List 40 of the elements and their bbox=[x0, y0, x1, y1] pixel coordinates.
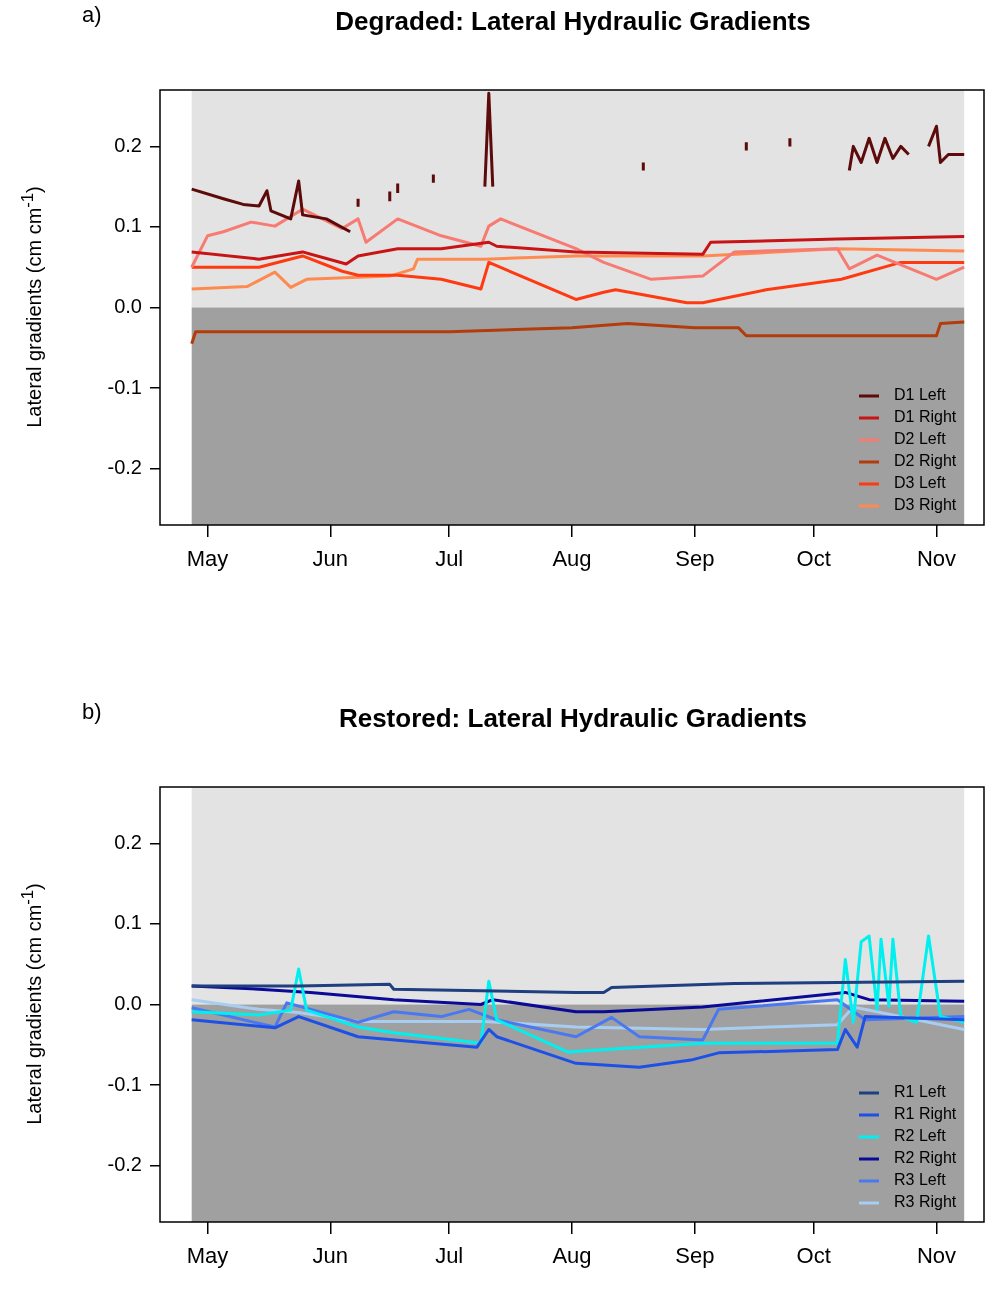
y-tick-label: 0.1 bbox=[114, 214, 142, 237]
legend-label: R2 Right bbox=[894, 1149, 957, 1167]
x-tick-label: Nov bbox=[916, 546, 957, 572]
legend-label: R1 Left bbox=[894, 1083, 947, 1101]
legend-label: D1 Left bbox=[894, 386, 947, 404]
legend-label: R3 Right bbox=[894, 1193, 957, 1211]
x-tick-label: Jul bbox=[435, 546, 464, 572]
legend-label: D2 Left bbox=[894, 430, 947, 448]
x-tick-label: Nov bbox=[916, 1243, 957, 1269]
x-tick-label: May bbox=[186, 1243, 229, 1269]
x-tick-label: Oct bbox=[796, 546, 831, 572]
legend-label: D2 Right bbox=[894, 452, 957, 470]
text: a) bbox=[82, 2, 102, 28]
legend-label: R3 Left bbox=[894, 1171, 947, 1189]
x-tick-label: Aug bbox=[552, 1243, 592, 1269]
x-tick-label: Sep bbox=[675, 546, 715, 572]
y-tick-label: 0.2 bbox=[114, 133, 142, 156]
legend-label: R1 Right bbox=[894, 1105, 957, 1123]
y-tick-label: 0.1 bbox=[114, 911, 142, 934]
text: b) bbox=[82, 699, 102, 725]
x-tick-label: Aug bbox=[552, 546, 592, 572]
legend-label: D1 Right bbox=[894, 408, 957, 426]
x-tick-label: Jun bbox=[312, 1243, 349, 1269]
y-tick-label: -0.2 bbox=[107, 456, 142, 479]
legend-label: D3 Right bbox=[894, 496, 957, 514]
y-tick-label: 0.0 bbox=[114, 992, 142, 1015]
y-tick-label: 0.2 bbox=[114, 830, 142, 853]
chart-title: Restored: Lateral Hydraulic Gradients bbox=[337, 703, 809, 734]
y-tick-label: -0.2 bbox=[107, 1153, 142, 1176]
x-tick-label: Jul bbox=[435, 1243, 464, 1269]
legend-label: R2 Left bbox=[894, 1127, 947, 1145]
x-tick-label: Oct bbox=[796, 1243, 831, 1269]
y-tick-label: -0.1 bbox=[107, 1072, 142, 1095]
x-tick-label: May bbox=[186, 546, 229, 572]
chart-title: Degraded: Lateral Hydraulic Gradients bbox=[334, 6, 812, 37]
y-tick-label: 0.0 bbox=[114, 295, 142, 318]
legend-label: D3 Left bbox=[894, 474, 947, 492]
x-tick-label: Jun bbox=[312, 546, 349, 572]
x-tick-label: Sep bbox=[675, 1243, 715, 1269]
y-tick-label: -0.1 bbox=[107, 375, 142, 398]
